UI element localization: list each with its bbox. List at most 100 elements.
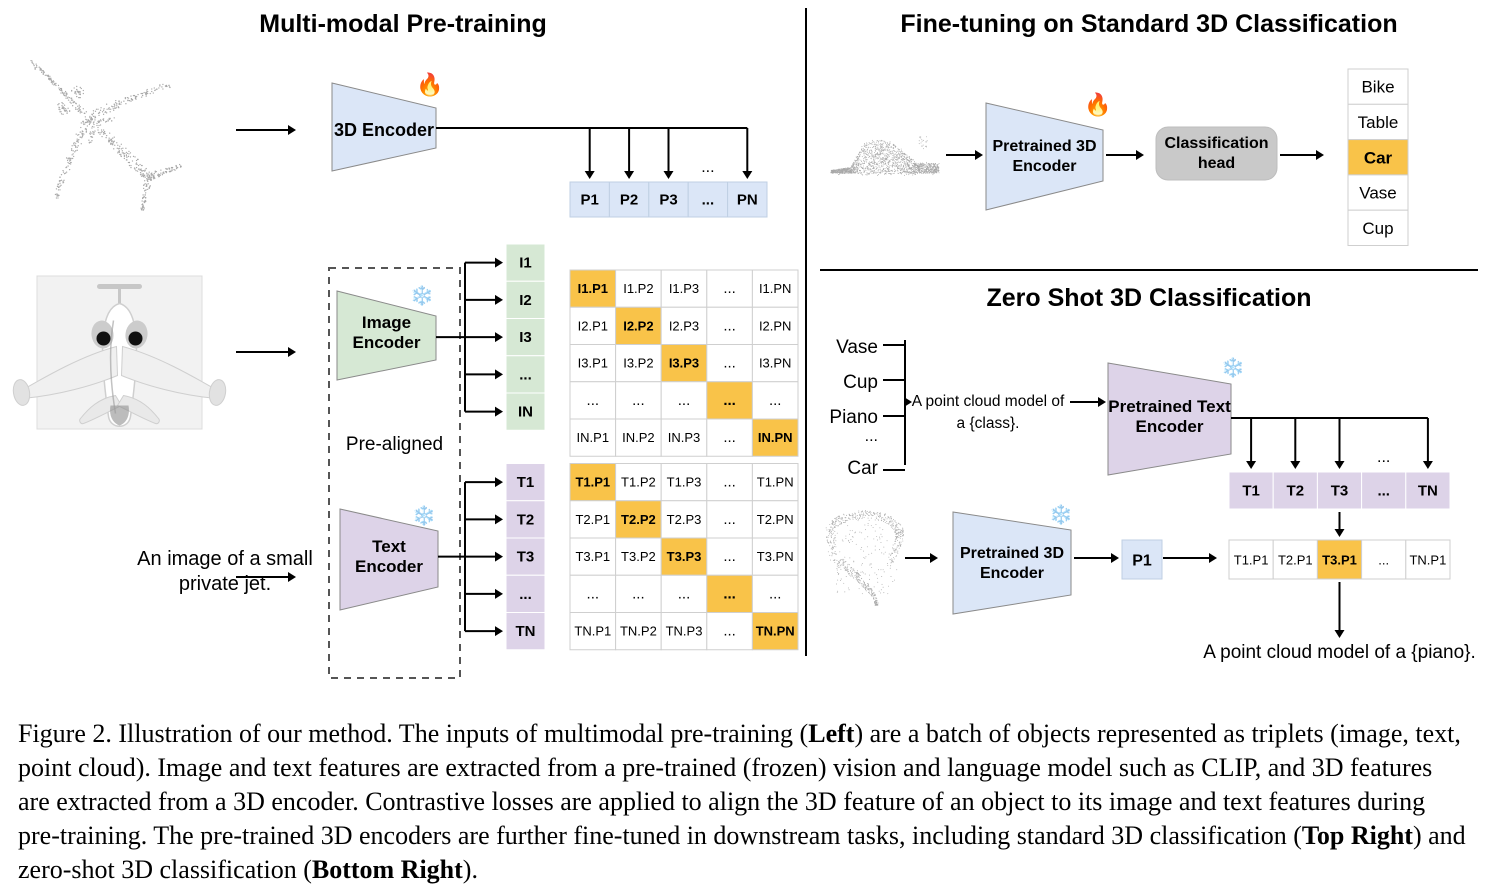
svg-text:Text: Text xyxy=(372,537,406,556)
svg-text:T2.P2: T2.P2 xyxy=(621,512,656,527)
svg-text:T2.P3: T2.P3 xyxy=(667,512,702,527)
svg-text:I2.P1: I2.P1 xyxy=(578,318,608,333)
svg-text:Encoder: Encoder xyxy=(352,333,420,352)
svg-text:Encoder: Encoder xyxy=(1135,417,1203,436)
svg-text:...: ... xyxy=(678,585,691,602)
svg-text:I1.P3: I1.P3 xyxy=(669,281,699,296)
svg-text:...: ... xyxy=(723,474,736,491)
svg-text:T3.P3: T3.P3 xyxy=(667,549,702,564)
svg-text:T2: T2 xyxy=(1287,483,1305,500)
svg-text:❄️: ❄️ xyxy=(1049,503,1073,526)
svg-text:🔥: 🔥 xyxy=(416,72,443,97)
svg-text:I3: I3 xyxy=(519,329,532,346)
svg-text:...: ... xyxy=(723,623,736,640)
svg-text:TN.P1: TN.P1 xyxy=(574,624,611,639)
svg-text:Car: Car xyxy=(847,458,878,479)
svg-text:...: ... xyxy=(769,585,782,602)
svg-text:I1.P2: I1.P2 xyxy=(623,281,653,296)
svg-text:Cup: Cup xyxy=(1362,219,1393,238)
svg-text:I3.P3: I3.P3 xyxy=(669,356,699,371)
svg-text:I1: I1 xyxy=(519,255,532,272)
svg-text:I3.P1: I3.P1 xyxy=(578,356,608,371)
svg-text:pre-training. The pre-trained: pre-training. The pre-trained 3D encoder… xyxy=(18,821,1466,850)
svg-text:P1: P1 xyxy=(581,192,599,209)
svg-text:T1.P2: T1.P2 xyxy=(621,475,656,490)
svg-text:Fine-tuning on Standard 3D Cla: Fine-tuning on Standard 3D Classificatio… xyxy=(900,10,1397,38)
svg-text:Piano: Piano xyxy=(829,407,878,428)
svg-text:...: ... xyxy=(632,392,645,409)
svg-text:Image: Image xyxy=(362,313,411,332)
svg-text:...: ... xyxy=(519,586,532,603)
svg-text:P2: P2 xyxy=(620,192,638,209)
svg-text:T3.PN: T3.PN xyxy=(757,549,794,564)
svg-text:Vase: Vase xyxy=(1359,184,1397,203)
svg-text:T3.P1: T3.P1 xyxy=(575,549,610,564)
svg-text:IN.PN: IN.PN xyxy=(758,430,793,445)
svg-text:...: ... xyxy=(519,366,532,383)
svg-text:Pretrained Text: Pretrained Text xyxy=(1108,397,1231,416)
svg-text:TN: TN xyxy=(1418,483,1438,500)
svg-text:Cup: Cup xyxy=(843,372,878,393)
svg-text:I2.P2: I2.P2 xyxy=(623,318,653,333)
svg-text:...: ... xyxy=(723,355,736,372)
svg-text:...: ... xyxy=(587,392,600,409)
svg-text:T1: T1 xyxy=(517,474,535,491)
svg-text:...: ... xyxy=(701,159,714,176)
svg-text:Encoder: Encoder xyxy=(355,557,423,576)
svg-text:Vase: Vase xyxy=(836,337,878,358)
svg-text:...: ... xyxy=(723,585,736,602)
svg-text:Figure 2. Illustration of our: Figure 2. Illustration of our method. Th… xyxy=(18,719,1461,748)
svg-text:A point cloud model of: A point cloud model of xyxy=(912,393,1065,410)
svg-text:Table: Table xyxy=(1358,113,1399,132)
svg-text:head: head xyxy=(1198,155,1235,172)
svg-text:...: ... xyxy=(723,548,736,565)
svg-text:Pre-aligned: Pre-aligned xyxy=(346,434,443,455)
svg-text:❄️: ❄️ xyxy=(410,284,434,307)
svg-text:Bike: Bike xyxy=(1361,78,1394,97)
svg-text:...: ... xyxy=(723,392,736,409)
svg-text:TN: TN xyxy=(516,623,536,640)
svg-text:...: ... xyxy=(723,429,736,446)
svg-text:❄️: ❄️ xyxy=(412,504,436,527)
svg-text:A point cloud model of a {pian: A point cloud model of a {piano}. xyxy=(1203,642,1476,663)
svg-text:...: ... xyxy=(678,392,691,409)
svg-text:P1: P1 xyxy=(1132,553,1152,570)
svg-text:T1.P3: T1.P3 xyxy=(667,475,702,490)
svg-text:...: ... xyxy=(723,317,736,334)
svg-text:...: ... xyxy=(632,585,645,602)
svg-text:P3: P3 xyxy=(659,192,677,209)
svg-text:Pretrained 3D: Pretrained 3D xyxy=(960,545,1064,562)
svg-text:zero-shot 3D classification (B: zero-shot 3D classification (Bottom Righ… xyxy=(18,855,478,884)
svg-text:I1.PN: I1.PN xyxy=(759,281,792,296)
svg-text:...: ... xyxy=(723,511,736,528)
svg-text:...: ... xyxy=(769,392,782,409)
svg-text:I1.P1: I1.P1 xyxy=(578,281,608,296)
svg-text:T2.P1: T2.P1 xyxy=(1278,553,1313,568)
svg-text:T1: T1 xyxy=(1242,483,1260,500)
svg-text:T3: T3 xyxy=(517,549,535,566)
svg-text:TN.P3: TN.P3 xyxy=(666,624,703,639)
svg-text:point cloud). Image and text: point cloud). Image and text features ar… xyxy=(18,753,1432,782)
svg-text:IN.P1: IN.P1 xyxy=(577,430,610,445)
svg-text:I3.P2: I3.P2 xyxy=(623,356,653,371)
svg-text:are extracted from a 3D encode: are extracted from a 3D encoder. Contras… xyxy=(18,787,1425,816)
svg-text:TN.P1: TN.P1 xyxy=(1409,553,1446,568)
svg-text:I2.PN: I2.PN xyxy=(759,318,792,333)
svg-text:...: ... xyxy=(587,585,600,602)
svg-text:Encoder: Encoder xyxy=(980,565,1044,582)
svg-text:T2.PN: T2.PN xyxy=(757,512,794,527)
svg-text:Encoder: Encoder xyxy=(1012,158,1076,175)
svg-text:Car: Car xyxy=(1364,148,1393,167)
svg-text:T2: T2 xyxy=(517,511,535,528)
svg-text:T2.P1: T2.P1 xyxy=(575,512,610,527)
svg-text:...: ... xyxy=(1377,483,1390,500)
svg-text:T1.P1: T1.P1 xyxy=(1234,553,1269,568)
svg-text:An image of a small: An image of a small xyxy=(137,548,313,570)
svg-text:TN.PN: TN.PN xyxy=(756,624,795,639)
svg-text:...: ... xyxy=(702,192,715,209)
svg-text:Classification: Classification xyxy=(1164,135,1268,152)
svg-text:T3: T3 xyxy=(1331,483,1349,500)
svg-text:T3.P1: T3.P1 xyxy=(1322,553,1357,568)
svg-text:IN: IN xyxy=(518,404,533,421)
svg-text:I2.P3: I2.P3 xyxy=(669,318,699,333)
